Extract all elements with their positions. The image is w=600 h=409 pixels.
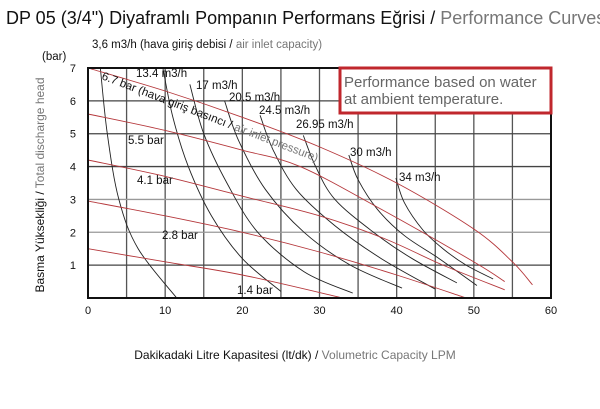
y-tick-label: 2 (70, 227, 76, 239)
y-tick-label: 5 (70, 129, 76, 141)
curve-label-30: 30 m3/h (350, 147, 392, 159)
pressure-label-4-1: 4.1 bar (137, 175, 173, 187)
y-tick-label: 3 (70, 194, 76, 206)
chart-subtitle: 3,6 m3/h (hava giriş debisi / air inlet … (92, 39, 322, 51)
air-capacity-curve (348, 154, 478, 286)
air-capacity-curves (99, 67, 494, 299)
y-tick-label: 7 (70, 63, 76, 75)
curve-label-24-5: 24.5 m3/h (259, 105, 310, 117)
air-capacity-curve (302, 135, 458, 284)
pressure-label-2-8: 2.8 bar (162, 230, 198, 242)
pressure-label-1-4: 1.4 bar (237, 285, 273, 297)
plot-frame (87, 67, 552, 299)
air-capacity-curve (99, 67, 178, 299)
curve-label-17: 17 m3/h (196, 80, 238, 92)
air-capacity-curve (395, 177, 494, 280)
pressure-line (87, 159, 505, 291)
y-unit-label: (bar) (42, 51, 66, 63)
pressure-line (87, 113, 505, 282)
x-tick-label: 0 (85, 305, 91, 317)
x-tick-label: 20 (236, 305, 248, 317)
y-axis-label: Basma Yüksekliği / Total discharge head (33, 77, 47, 292)
curve-label-26-95: 26.95 m3/h (296, 119, 354, 131)
air-capacity-curve (259, 115, 436, 290)
y-tick-label: 6 (70, 96, 76, 108)
pressure-line (87, 200, 467, 299)
air-capacity-curve (224, 100, 403, 289)
x-tick-label: 60 (545, 305, 557, 317)
y-tick-label: 1 (70, 260, 76, 272)
x-tick-label: 10 (159, 305, 171, 317)
chart-title: DP 05 (3/4") Diyaframlı Pompanın Perform… (6, 8, 600, 28)
air-capacity-curve (189, 84, 353, 294)
note-box: Performance based on water at ambient te… (338, 66, 553, 115)
y-tick-label: 4 (70, 162, 76, 174)
pressure-label-5-5: 5.5 bar (128, 135, 164, 147)
x-tick-label: 50 (468, 305, 480, 317)
pressure-line (87, 67, 533, 286)
x-tick-label: 40 (391, 305, 403, 317)
curve-label-34: 34 m3/h (399, 172, 441, 184)
note-line-1: Performance based on water (344, 74, 537, 91)
curve-label-20-5: 20.5 m3/h (229, 92, 280, 104)
note-line-2: at ambient temperature. (344, 91, 503, 108)
x-tick-label: 30 (313, 305, 325, 317)
pressure-lines (87, 67, 533, 299)
x-axis-label: Dakikadaki Litre Kapasitesi (lt/dk) / Vo… (134, 348, 455, 362)
pressure-line (87, 248, 343, 299)
axis-ticks: 0 10 20 30 40 50 60 1 2 3 4 5 6 7 (70, 63, 557, 317)
curve-label-13-4: 13.4 m3/h (136, 68, 187, 80)
air-capacity-curve (162, 67, 282, 292)
